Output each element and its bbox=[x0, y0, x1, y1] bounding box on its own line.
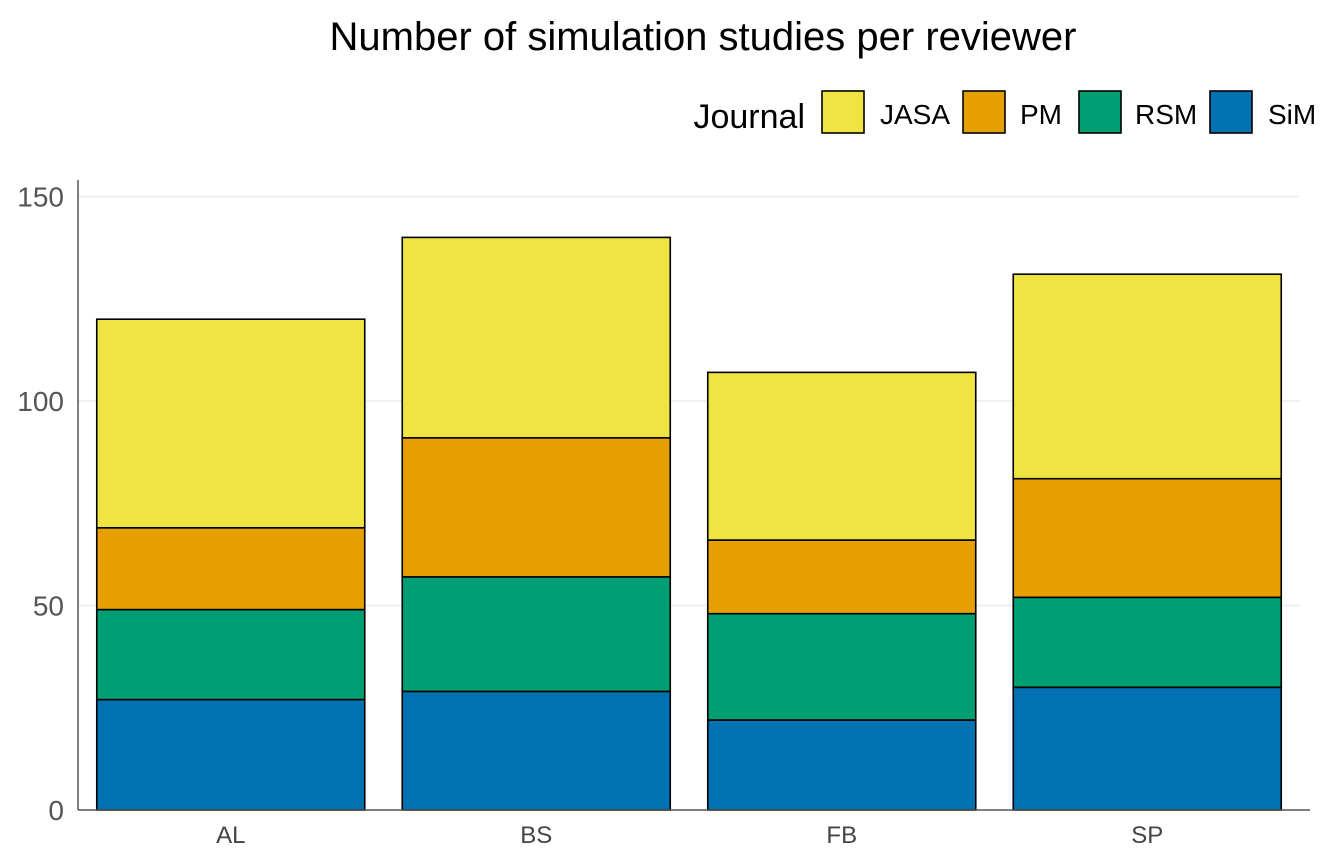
bar-segment-sp-sim bbox=[1012, 686, 1283, 811]
bar-segment-bs-pm bbox=[401, 437, 672, 578]
bar-segment-al-sim bbox=[95, 698, 366, 811]
legend-title: Journal bbox=[693, 98, 805, 136]
legend-swatch-rsm bbox=[1078, 90, 1122, 134]
y-tick-label: 150 bbox=[17, 182, 64, 213]
bar-segment-fb-jasa bbox=[706, 371, 977, 541]
legend-label-rsm: RSM bbox=[1135, 99, 1197, 130]
bar-segment-sp-rsm bbox=[1012, 596, 1283, 689]
bar-segment-al-rsm bbox=[95, 608, 366, 701]
bar-segment-al-pm bbox=[95, 526, 366, 611]
y-tick-label: 100 bbox=[17, 386, 64, 417]
bar-segment-al-jasa bbox=[95, 318, 366, 529]
legend-label-pm: PM bbox=[1020, 99, 1062, 130]
legend-label-sim: SiM bbox=[1268, 99, 1316, 130]
bar-segment-sp-jasa bbox=[1012, 273, 1283, 480]
legend: Journal JASA PM RSM SiM bbox=[693, 90, 1316, 136]
chart-title: Number of simulation studies per reviewe… bbox=[330, 15, 1077, 59]
bar-segment-fb-pm bbox=[706, 539, 977, 615]
x-tick-label: FB bbox=[826, 822, 857, 849]
bar-segment-bs-rsm bbox=[401, 576, 672, 693]
gridlines: 0 50 100 150 bbox=[17, 182, 1300, 826]
bar-segment-fb-sim bbox=[706, 719, 977, 811]
bar-segment-bs-jasa bbox=[401, 236, 672, 439]
bar-segment-bs-sim bbox=[401, 690, 672, 811]
y-tick-label: 0 bbox=[48, 795, 64, 826]
legend-swatch-pm bbox=[962, 90, 1006, 134]
legend-swatch-jasa bbox=[821, 90, 865, 134]
legend-swatch-sim bbox=[1209, 90, 1253, 134]
axes bbox=[77, 180, 1310, 811]
bar-segment-fb-rsm bbox=[706, 612, 977, 721]
bar-segment-sp-pm bbox=[1012, 477, 1283, 599]
y-tick-label: 50 bbox=[33, 591, 64, 622]
x-tick-label: AL bbox=[216, 822, 245, 849]
x-tick-label: SP bbox=[1131, 822, 1163, 849]
legend-label-jasa: JASA bbox=[880, 99, 950, 130]
bars: AL BS FB SP bbox=[95, 236, 1283, 849]
x-tick-label: BS bbox=[520, 822, 552, 849]
